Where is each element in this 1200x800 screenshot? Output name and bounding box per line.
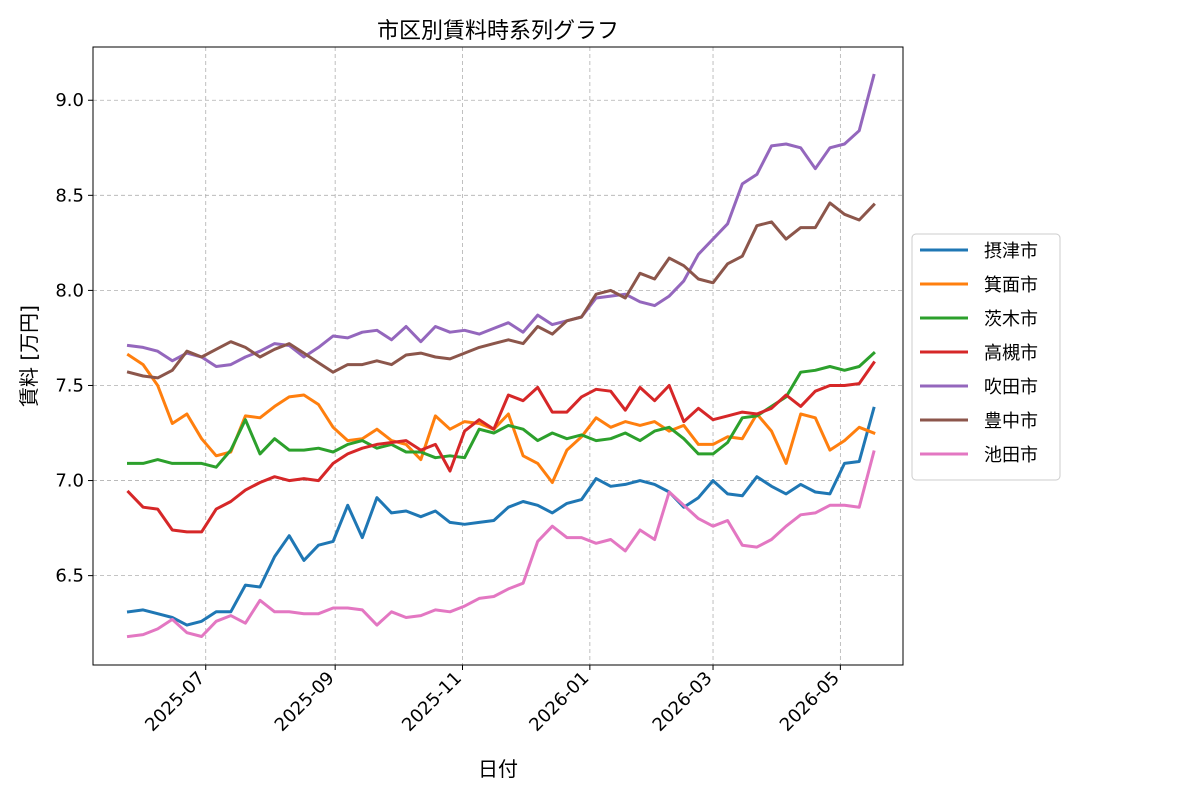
y-tick-label: 9.0 <box>55 90 84 111</box>
x-tick-label: 2025-07 <box>141 668 209 736</box>
x-tick-label: 2025-09 <box>271 668 339 736</box>
chart-title: 市区別賃料時系列グラフ <box>377 19 619 44</box>
y-tick-label: 8.0 <box>55 280 84 301</box>
plot-area-frame <box>93 47 903 665</box>
grid <box>93 47 903 665</box>
x-tick-label: 2026-05 <box>776 668 844 736</box>
x-axis-label: 日付 <box>478 757 518 781</box>
y-tick-label: 7.0 <box>55 471 84 492</box>
legend-label: 吹田市 <box>984 377 1038 398</box>
y-tick-label: 7.5 <box>55 375 84 396</box>
legend-label: 豊中市 <box>984 411 1038 432</box>
x-tick-label: 2026-01 <box>525 668 593 736</box>
y-tick-label: 8.5 <box>55 185 84 206</box>
x-tick-label: 2026-03 <box>649 668 717 736</box>
y-axis-ticks: 6.5 7.0 7.5 8.0 8.5 9.0 <box>55 90 93 586</box>
legend-label: 高槻市 <box>984 343 1038 364</box>
legend-label: 摂津市 <box>984 241 1038 262</box>
x-tick-label: 2025-11 <box>398 668 466 736</box>
y-axis-label: 賃料 [万円] <box>17 305 41 407</box>
legend-label: 茨木市 <box>984 309 1038 330</box>
series-line-4 <box>129 363 874 532</box>
x-axis-ticks: 2025-07 2025-09 2025-11 2026-01 2026-03 2026-… <box>141 665 844 736</box>
series-line-5 <box>129 76 874 367</box>
y-tick-label: 6.5 <box>55 566 84 587</box>
series-lines <box>129 76 874 637</box>
legend-label: 池田市 <box>984 445 1038 466</box>
legend-label: 箕面市 <box>984 275 1038 296</box>
series-line-2 <box>129 355 874 483</box>
